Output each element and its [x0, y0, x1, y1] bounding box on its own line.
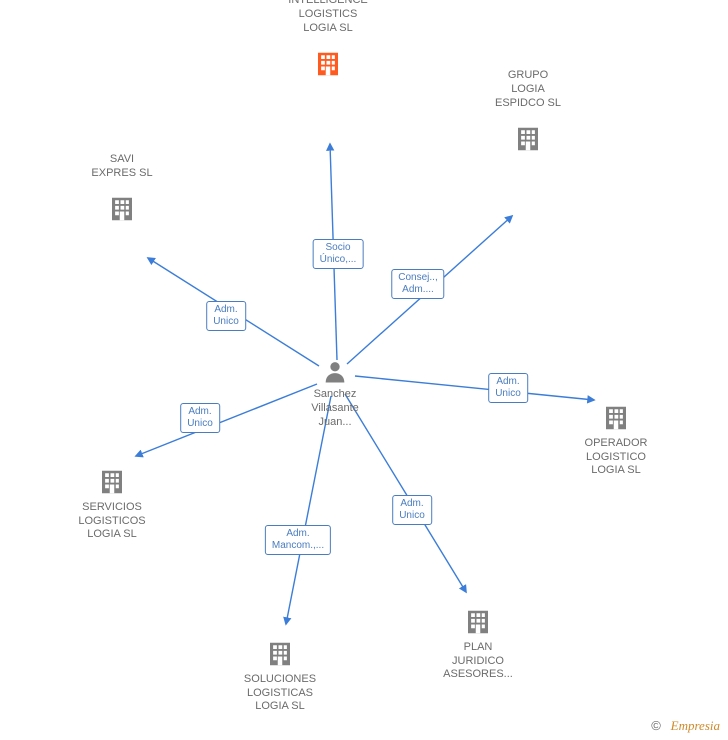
footer-branding: © Empresia [651, 718, 720, 734]
company-node-savi[interactable]: SAVIEXPRES SL [62, 153, 182, 228]
company-label: SAVIEXPRES SL [62, 153, 182, 181]
company-label: SOLUCIONESLOGISTICASLOGIA SL [220, 673, 340, 714]
company-node-servicios[interactable]: SERVICIOSLOGISTICOSLOGIA SL [52, 453, 172, 542]
brand-name: Empresia [671, 718, 720, 733]
edge-label-grupo: Consej..,Adm.... [391, 269, 444, 299]
company-node-soluciones[interactable]: SOLUCIONESLOGISTICASLOGIA SL [220, 625, 340, 714]
person-icon [321, 358, 349, 386]
company-label: PLANJURIDICOASESORES... [418, 641, 538, 682]
edge-soluciones [286, 396, 331, 624]
building-icon [265, 639, 295, 669]
building-icon [107, 194, 137, 224]
edge-servicios [136, 384, 317, 456]
company-label: SERVICIOSLOGISTICOSLOGIA SL [52, 501, 172, 542]
company-node-plan[interactable]: PLANJURIDICOASESORES... [418, 593, 538, 682]
edge-label-plan: Adm.Unico [392, 495, 432, 525]
center-person-node[interactable]: SanchezVillasanteJuan... [295, 358, 375, 429]
building-icon [601, 403, 631, 433]
building-icon [463, 607, 493, 637]
edge-label-savi: Adm.Unico [206, 301, 246, 331]
company-label: OPERADORLOGISTICOLOGIA SL [556, 437, 676, 478]
building-icon [313, 49, 343, 79]
edge-label-intelligence: SocioÚnico,... [313, 239, 364, 269]
edge-label-operador: Adm.Unico [488, 373, 528, 403]
edge-label-servicios: Adm.Unico [180, 403, 220, 433]
company-label: GRUPOLOGIAESPIDCO SL [468, 69, 588, 110]
company-node-intelligence[interactable]: INTELLIGENCELOGISTICSLOGIA SL [268, 0, 388, 83]
building-icon [513, 124, 543, 154]
company-node-grupo[interactable]: GRUPOLOGIAESPIDCO SL [468, 69, 588, 158]
building-icon [97, 467, 127, 497]
edge-label-soluciones: Adm.Mancom.,... [265, 525, 331, 555]
company-node-operador[interactable]: OPERADORLOGISTICOLOGIA SL [556, 389, 676, 478]
center-person-label: SanchezVillasanteJuan... [295, 388, 375, 429]
diagram-canvas: INTELLIGENCELOGISTICSLOGIA SL GRUPOLOGIA… [0, 0, 728, 740]
copyright-symbol: © [651, 718, 661, 733]
company-label: INTELLIGENCELOGISTICSLOGIA SL [268, 0, 388, 35]
